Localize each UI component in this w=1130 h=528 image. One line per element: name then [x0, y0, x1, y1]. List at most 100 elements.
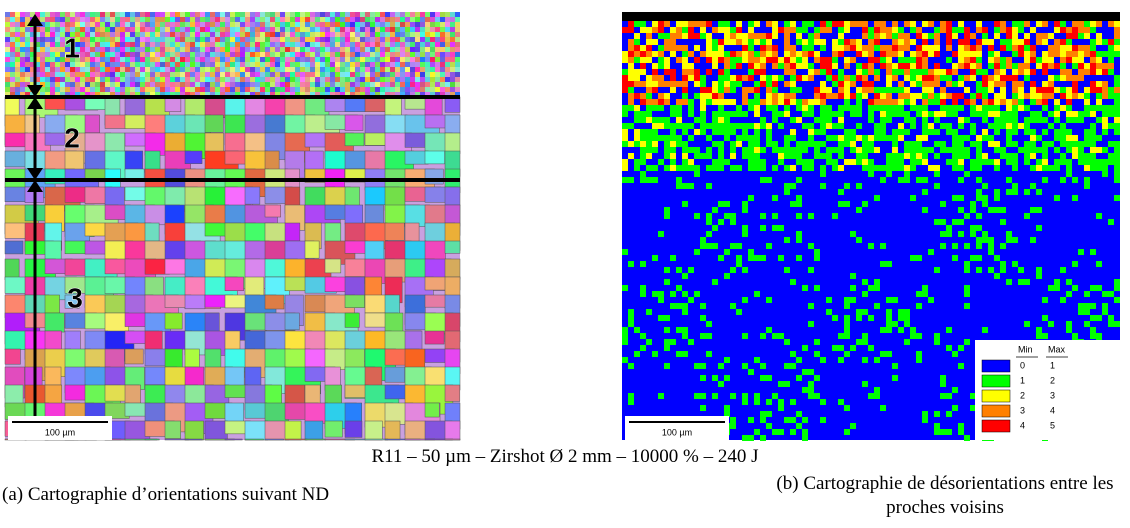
cell — [718, 45, 724, 51]
grain — [44, 294, 60, 317]
grain — [440, 12, 445, 17]
cell — [1096, 33, 1102, 39]
cell — [886, 45, 892, 51]
grain — [305, 92, 310, 97]
cell — [628, 45, 634, 51]
cell — [1084, 141, 1090, 147]
grain — [344, 96, 367, 112]
cell — [796, 159, 802, 165]
cell — [760, 99, 766, 105]
grain — [190, 42, 195, 47]
cell — [814, 255, 820, 261]
cell — [784, 51, 790, 57]
cell — [1054, 135, 1060, 141]
cell — [712, 27, 718, 33]
cell — [658, 159, 664, 165]
grain — [355, 52, 360, 57]
cell — [976, 225, 982, 231]
grain — [100, 72, 105, 77]
cell — [766, 327, 772, 333]
cell — [952, 135, 958, 141]
cell — [1090, 33, 1096, 39]
cell — [790, 69, 796, 75]
cell — [1006, 93, 1012, 99]
grain — [410, 22, 415, 27]
cell — [958, 177, 964, 183]
grain — [385, 67, 390, 72]
legend-swatch — [981, 419, 1011, 433]
cell — [646, 339, 652, 345]
cell — [814, 69, 820, 75]
grain — [195, 82, 200, 87]
grain — [150, 62, 155, 67]
cell — [850, 153, 856, 159]
cell — [832, 129, 838, 135]
cell — [808, 165, 814, 171]
grain — [125, 62, 130, 67]
cell — [790, 417, 796, 423]
cell — [742, 159, 748, 165]
grain — [265, 92, 270, 97]
cell — [718, 123, 724, 129]
grain — [315, 52, 320, 57]
cell — [1048, 33, 1054, 39]
grain — [260, 57, 265, 62]
cell — [766, 423, 772, 429]
cell — [1060, 81, 1066, 87]
cell — [1042, 165, 1048, 171]
cell — [952, 351, 958, 357]
cell — [1024, 213, 1030, 219]
cell — [946, 165, 952, 171]
grain — [210, 52, 215, 57]
grain — [25, 57, 30, 62]
cell — [1060, 141, 1066, 147]
cell — [994, 75, 1000, 81]
cell — [742, 27, 748, 33]
cell — [994, 255, 1000, 261]
grain — [345, 12, 350, 17]
grain — [120, 82, 125, 87]
cell — [1030, 129, 1036, 135]
cell — [802, 87, 808, 93]
grain — [150, 52, 155, 57]
cell — [1000, 159, 1006, 165]
grain — [375, 32, 380, 37]
grain — [350, 37, 355, 42]
cell — [760, 225, 766, 231]
grain — [390, 27, 395, 32]
cell — [928, 21, 934, 27]
grain — [85, 87, 90, 92]
grain — [370, 77, 375, 82]
grain — [425, 57, 430, 62]
grain — [45, 27, 50, 32]
cell — [718, 69, 724, 75]
cell — [724, 87, 730, 93]
cell — [724, 105, 730, 111]
grain — [305, 57, 310, 62]
grain — [190, 52, 195, 57]
grain — [195, 22, 200, 27]
grain — [325, 77, 330, 82]
cell — [880, 405, 886, 411]
cell — [682, 51, 688, 57]
cell — [1078, 93, 1084, 99]
cell — [1114, 147, 1120, 153]
cell — [994, 123, 1000, 129]
cell — [856, 81, 862, 87]
cell — [1060, 51, 1066, 57]
cell — [1078, 81, 1084, 87]
grain — [370, 22, 375, 27]
cell — [910, 105, 916, 111]
cell — [760, 435, 766, 441]
grain — [450, 92, 455, 97]
cell — [1078, 69, 1084, 75]
cell — [700, 129, 706, 135]
cell — [994, 165, 1000, 171]
cell — [676, 123, 682, 129]
cell — [772, 213, 778, 219]
cell — [910, 75, 916, 81]
grain — [170, 12, 175, 17]
grain — [50, 77, 55, 82]
cell — [1030, 237, 1036, 243]
grain — [75, 12, 80, 17]
